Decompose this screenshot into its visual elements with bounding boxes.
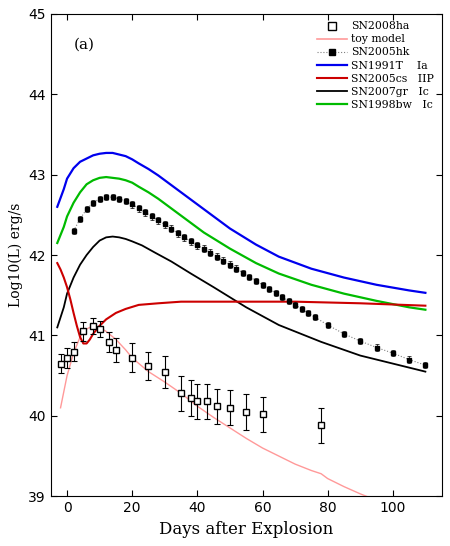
Legend: SN2008ha, toy model, SN2005hk, SN1991T    Ia, SN2005cs   IIP, SN2007gr   Ic, SN1: SN2008ha, toy model, SN2005hk, SN1991T I… <box>315 19 436 112</box>
Y-axis label: Log10(L) erg/s: Log10(L) erg/s <box>9 203 22 307</box>
Text: (a): (a) <box>74 38 95 52</box>
X-axis label: Days after Explosion: Days after Explosion <box>159 521 333 538</box>
